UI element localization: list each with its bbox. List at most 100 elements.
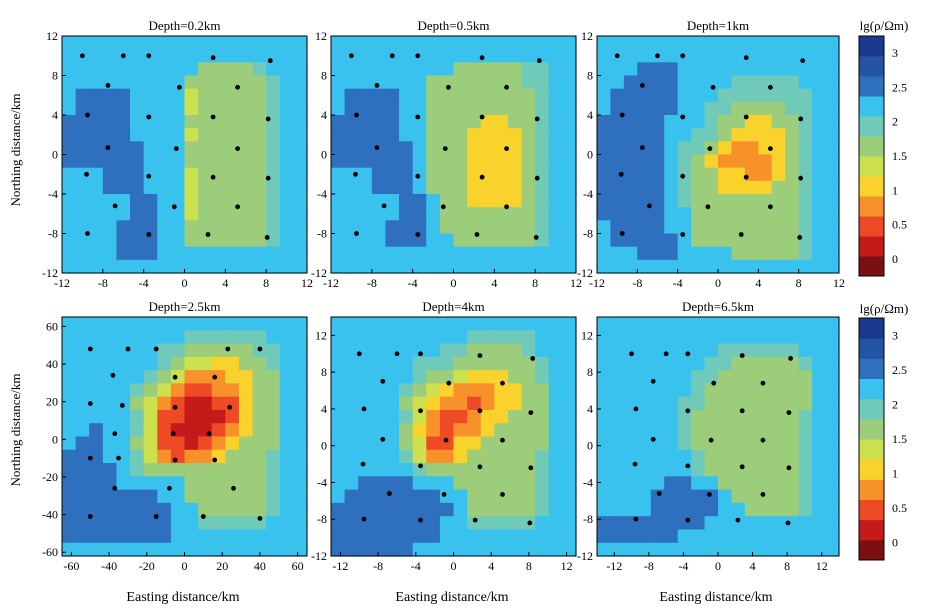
y-tick-label: -12 xyxy=(311,549,327,563)
heatmap-cell xyxy=(62,423,77,438)
heatmap-cell xyxy=(358,383,373,398)
heatmap-cell xyxy=(677,542,692,557)
heatmap-cell xyxy=(467,207,482,221)
heatmap-cell xyxy=(385,476,400,491)
heatmap-cell xyxy=(399,436,414,451)
heatmap-cell xyxy=(731,62,746,77)
station-marker xyxy=(640,83,645,88)
heatmap-cell xyxy=(691,330,706,345)
heatmap-cell xyxy=(453,101,468,116)
heatmap-cell xyxy=(521,194,536,208)
heatmap-cell xyxy=(439,529,455,544)
heatmap-cell xyxy=(650,115,665,129)
heatmap-cell xyxy=(507,529,523,544)
colorbar-segment xyxy=(859,378,884,400)
heatmap-cell xyxy=(130,246,145,261)
heatmap-cell xyxy=(637,356,652,371)
heatmap-cell xyxy=(691,141,706,156)
colorbar-tick-label: 0 xyxy=(892,536,898,550)
heatmap-cell xyxy=(371,463,387,477)
heatmap-cell xyxy=(75,233,90,248)
heatmap-cell xyxy=(758,383,773,398)
heatmap-cell xyxy=(453,489,468,504)
y-tick-label: 0 xyxy=(52,432,58,446)
heatmap-cell xyxy=(548,409,563,424)
heatmap-cell xyxy=(198,529,213,544)
heatmap-cell xyxy=(664,330,679,345)
heatmap-cell xyxy=(597,370,612,384)
heatmap-cell xyxy=(610,489,625,504)
heatmap-cell xyxy=(399,383,414,398)
heatmap-cell xyxy=(562,154,577,169)
heatmap-cell xyxy=(548,529,563,544)
heatmap-cell xyxy=(825,463,840,477)
station-marker xyxy=(735,517,741,523)
heatmap-cell xyxy=(798,317,813,331)
heatmap-cell xyxy=(704,75,719,90)
station-marker xyxy=(440,204,446,210)
station-marker xyxy=(477,464,483,470)
station-marker xyxy=(707,492,712,497)
station-marker xyxy=(680,232,686,237)
heatmap-cell xyxy=(266,246,281,261)
heatmap-cell xyxy=(562,180,577,195)
station-marker xyxy=(633,516,639,522)
heatmap-cell xyxy=(637,115,652,129)
station-marker xyxy=(739,464,745,470)
heatmap-cell xyxy=(785,383,800,398)
heatmap-cell xyxy=(371,330,387,345)
heatmap-cell xyxy=(785,449,800,464)
heatmap-cell xyxy=(102,502,118,517)
heatmap-cell xyxy=(785,502,800,517)
heatmap-cell xyxy=(731,194,746,208)
heatmap-cell xyxy=(623,502,638,517)
heatmap-cell xyxy=(331,476,346,491)
heatmap-cell xyxy=(143,409,158,424)
heatmap-cell xyxy=(211,542,226,557)
heatmap-cell xyxy=(225,62,240,77)
heatmap-cell xyxy=(279,115,294,129)
heatmap-cell xyxy=(758,180,773,195)
heatmap-cell xyxy=(771,259,786,274)
heatmap-cell xyxy=(507,259,523,274)
heatmap-cell xyxy=(758,128,773,142)
heatmap-cell xyxy=(170,356,186,371)
heatmap-cell xyxy=(494,233,509,248)
heatmap-cell xyxy=(785,476,800,491)
heatmap-cell xyxy=(704,356,719,371)
heatmap-cell xyxy=(521,246,536,261)
heatmap-cell xyxy=(650,383,665,398)
heatmap-cell xyxy=(480,317,495,331)
station-marker xyxy=(235,84,241,90)
heatmap-cell xyxy=(238,180,254,195)
y-tick-label: 0 xyxy=(587,148,593,162)
heatmap-cell xyxy=(252,207,267,221)
heatmap-cell xyxy=(238,317,254,331)
heatmap-cell xyxy=(75,356,90,371)
heatmap-cell xyxy=(385,259,400,274)
heatmap-cell xyxy=(266,542,281,557)
heatmap-cell xyxy=(785,36,800,50)
heatmap-cell xyxy=(331,449,346,464)
x-tick-label: 4 xyxy=(222,276,228,290)
heatmap-cell xyxy=(691,542,706,557)
heatmap-cell xyxy=(785,180,800,195)
heatmap-cell xyxy=(75,463,90,477)
heatmap-cell xyxy=(507,75,523,90)
heatmap-cell xyxy=(650,259,665,274)
heatmap-cell xyxy=(744,409,759,424)
heatmap-cell xyxy=(385,330,400,345)
heatmap-cell xyxy=(266,259,281,274)
heatmap-cell xyxy=(252,356,267,371)
station-marker xyxy=(504,84,509,90)
heatmap-cell xyxy=(623,370,638,384)
heatmap-cell xyxy=(597,476,612,491)
heatmap-cell xyxy=(494,370,509,384)
station-marker xyxy=(173,146,179,152)
heatmap-cell xyxy=(279,88,294,103)
heatmap-cell xyxy=(225,49,240,63)
heatmap-cell xyxy=(157,542,172,557)
heatmap-cell xyxy=(102,370,118,384)
heatmap-cell xyxy=(798,516,813,531)
heatmap-cell xyxy=(521,115,536,129)
